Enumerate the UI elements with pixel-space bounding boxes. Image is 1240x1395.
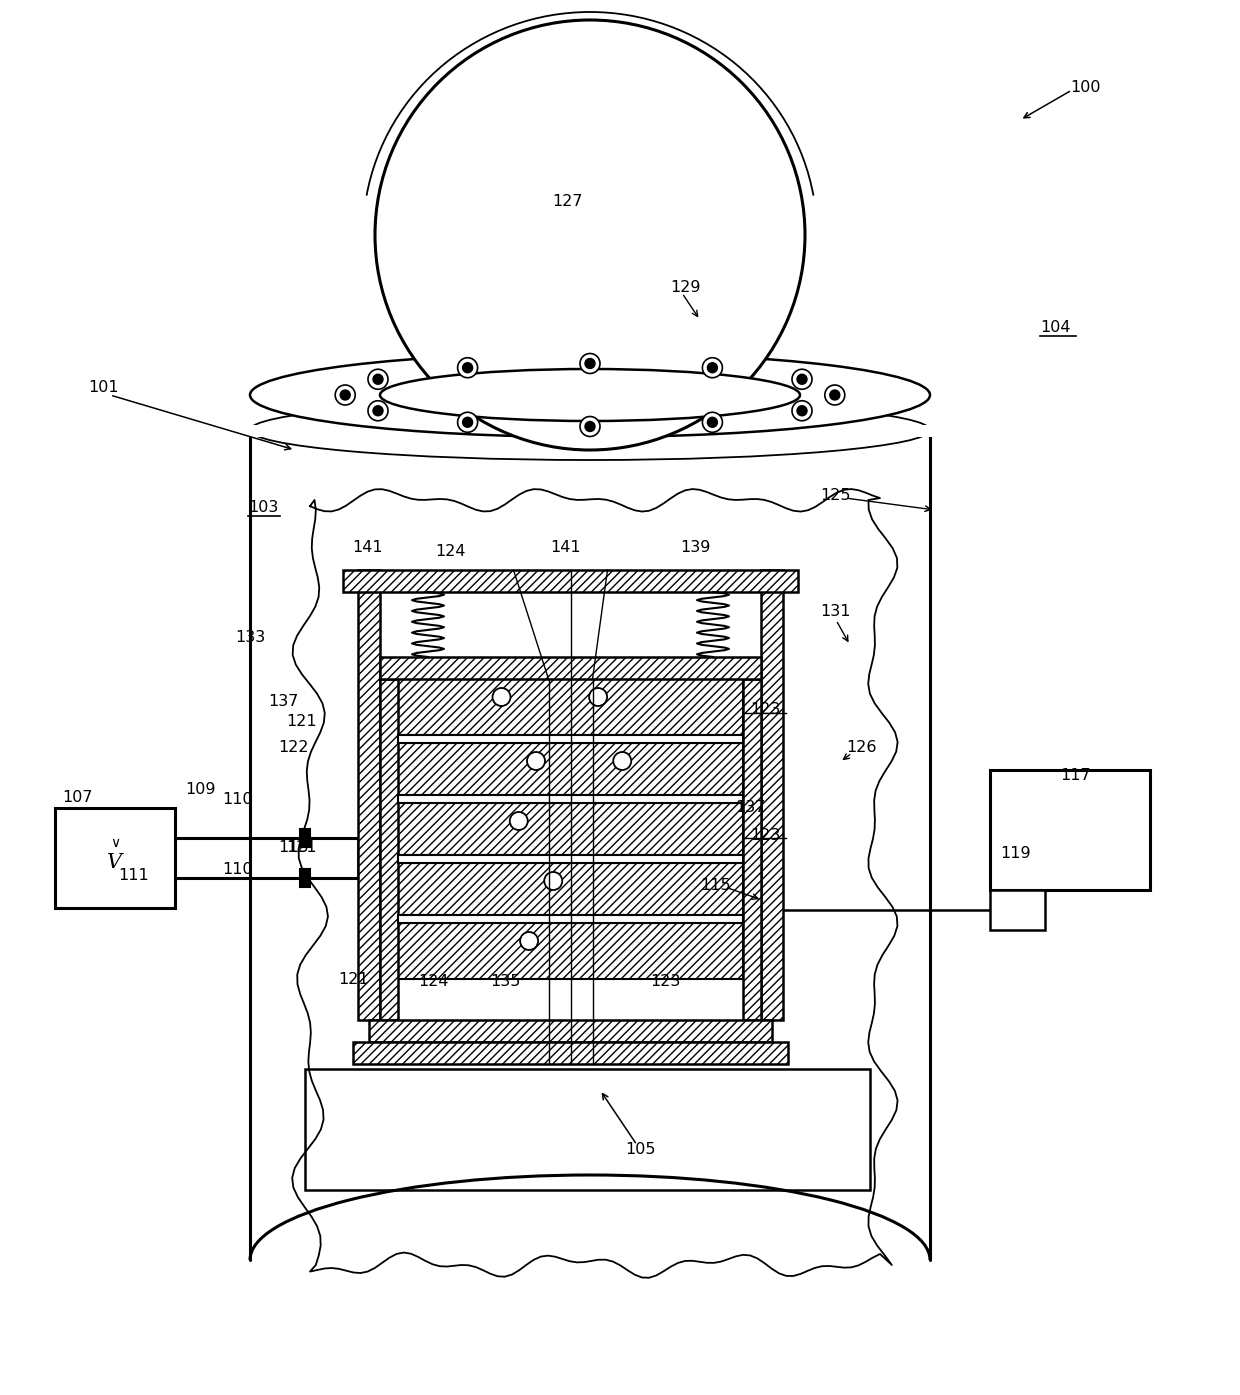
Text: 123: 123 [750, 827, 780, 843]
Text: 100: 100 [1070, 81, 1101, 95]
Circle shape [373, 374, 383, 384]
Circle shape [702, 357, 723, 378]
Bar [398, 795, 743, 804]
Circle shape [825, 385, 844, 405]
Bar [398, 744, 743, 795]
Text: 121: 121 [286, 841, 316, 855]
Text: 131: 131 [820, 604, 851, 619]
Circle shape [527, 752, 546, 770]
Bar [353, 1042, 787, 1064]
Text: 119: 119 [999, 847, 1030, 862]
Circle shape [463, 417, 472, 427]
Circle shape [580, 353, 600, 374]
Circle shape [458, 413, 477, 432]
Bar [743, 679, 761, 1020]
Ellipse shape [379, 370, 800, 421]
Circle shape [585, 359, 595, 368]
Text: 123: 123 [650, 975, 681, 989]
Bar [761, 571, 782, 1020]
Text: 133: 133 [236, 631, 265, 646]
Circle shape [830, 391, 839, 400]
Text: 139: 139 [680, 540, 711, 555]
Text: 121: 121 [339, 972, 368, 988]
Circle shape [702, 413, 723, 432]
Circle shape [340, 391, 350, 400]
Circle shape [368, 400, 388, 421]
Text: 124: 124 [418, 975, 449, 989]
Text: 137: 137 [735, 801, 765, 816]
Circle shape [510, 812, 528, 830]
Bar [300, 829, 310, 847]
Bar [398, 915, 743, 923]
Bar [343, 571, 799, 591]
Text: 109: 109 [185, 783, 216, 798]
Bar [246, 425, 935, 437]
Text: 115: 115 [701, 877, 730, 893]
Text: V: V [108, 854, 123, 872]
Circle shape [797, 374, 807, 384]
Text: 137: 137 [268, 695, 299, 710]
Bar [398, 855, 743, 864]
Text: 121: 121 [286, 714, 316, 730]
Circle shape [520, 932, 538, 950]
Circle shape [792, 400, 812, 421]
Text: 135: 135 [490, 975, 521, 989]
Text: 141: 141 [352, 540, 383, 555]
Text: 104: 104 [1040, 321, 1070, 336]
Text: 123: 123 [750, 703, 780, 717]
Circle shape [580, 417, 600, 437]
Circle shape [707, 363, 718, 372]
Text: ∨: ∨ [110, 836, 120, 850]
Text: 141: 141 [551, 540, 580, 555]
Bar [305, 1069, 870, 1190]
Text: 105: 105 [625, 1143, 656, 1158]
Bar [398, 804, 743, 855]
Bar [370, 1020, 773, 1042]
Circle shape [458, 357, 477, 378]
Text: 103: 103 [248, 501, 278, 516]
Bar [990, 770, 1149, 890]
Bar [358, 571, 379, 1020]
Text: 124: 124 [435, 544, 465, 559]
Text: 125: 125 [820, 487, 851, 502]
Circle shape [585, 421, 595, 431]
Ellipse shape [250, 353, 930, 437]
Bar [300, 869, 310, 887]
Bar [379, 679, 398, 1020]
Bar [55, 808, 175, 908]
Circle shape [707, 417, 718, 427]
Bar [990, 890, 1045, 930]
Text: 111: 111 [118, 869, 149, 883]
Bar [398, 923, 743, 979]
Circle shape [614, 752, 631, 770]
Circle shape [792, 370, 812, 389]
Circle shape [492, 688, 511, 706]
Bar [379, 657, 761, 679]
Text: 117: 117 [1060, 767, 1091, 783]
Text: 110: 110 [222, 862, 253, 877]
Circle shape [544, 872, 562, 890]
Circle shape [374, 20, 805, 451]
Text: 129: 129 [670, 280, 701, 296]
Circle shape [589, 688, 608, 706]
Text: 126: 126 [846, 741, 877, 756]
Circle shape [797, 406, 807, 416]
Circle shape [373, 406, 383, 416]
Bar [398, 679, 743, 735]
Text: 107: 107 [62, 790, 93, 805]
Circle shape [335, 385, 355, 405]
Text: 110: 110 [222, 792, 253, 808]
Bar [398, 735, 743, 744]
Circle shape [463, 363, 472, 372]
Text: 113: 113 [278, 841, 309, 855]
Text: 127: 127 [552, 194, 583, 209]
Text: 122: 122 [278, 741, 309, 756]
Polygon shape [293, 490, 898, 1278]
Text: 101: 101 [88, 381, 119, 396]
Circle shape [368, 370, 388, 389]
Bar [398, 864, 743, 915]
